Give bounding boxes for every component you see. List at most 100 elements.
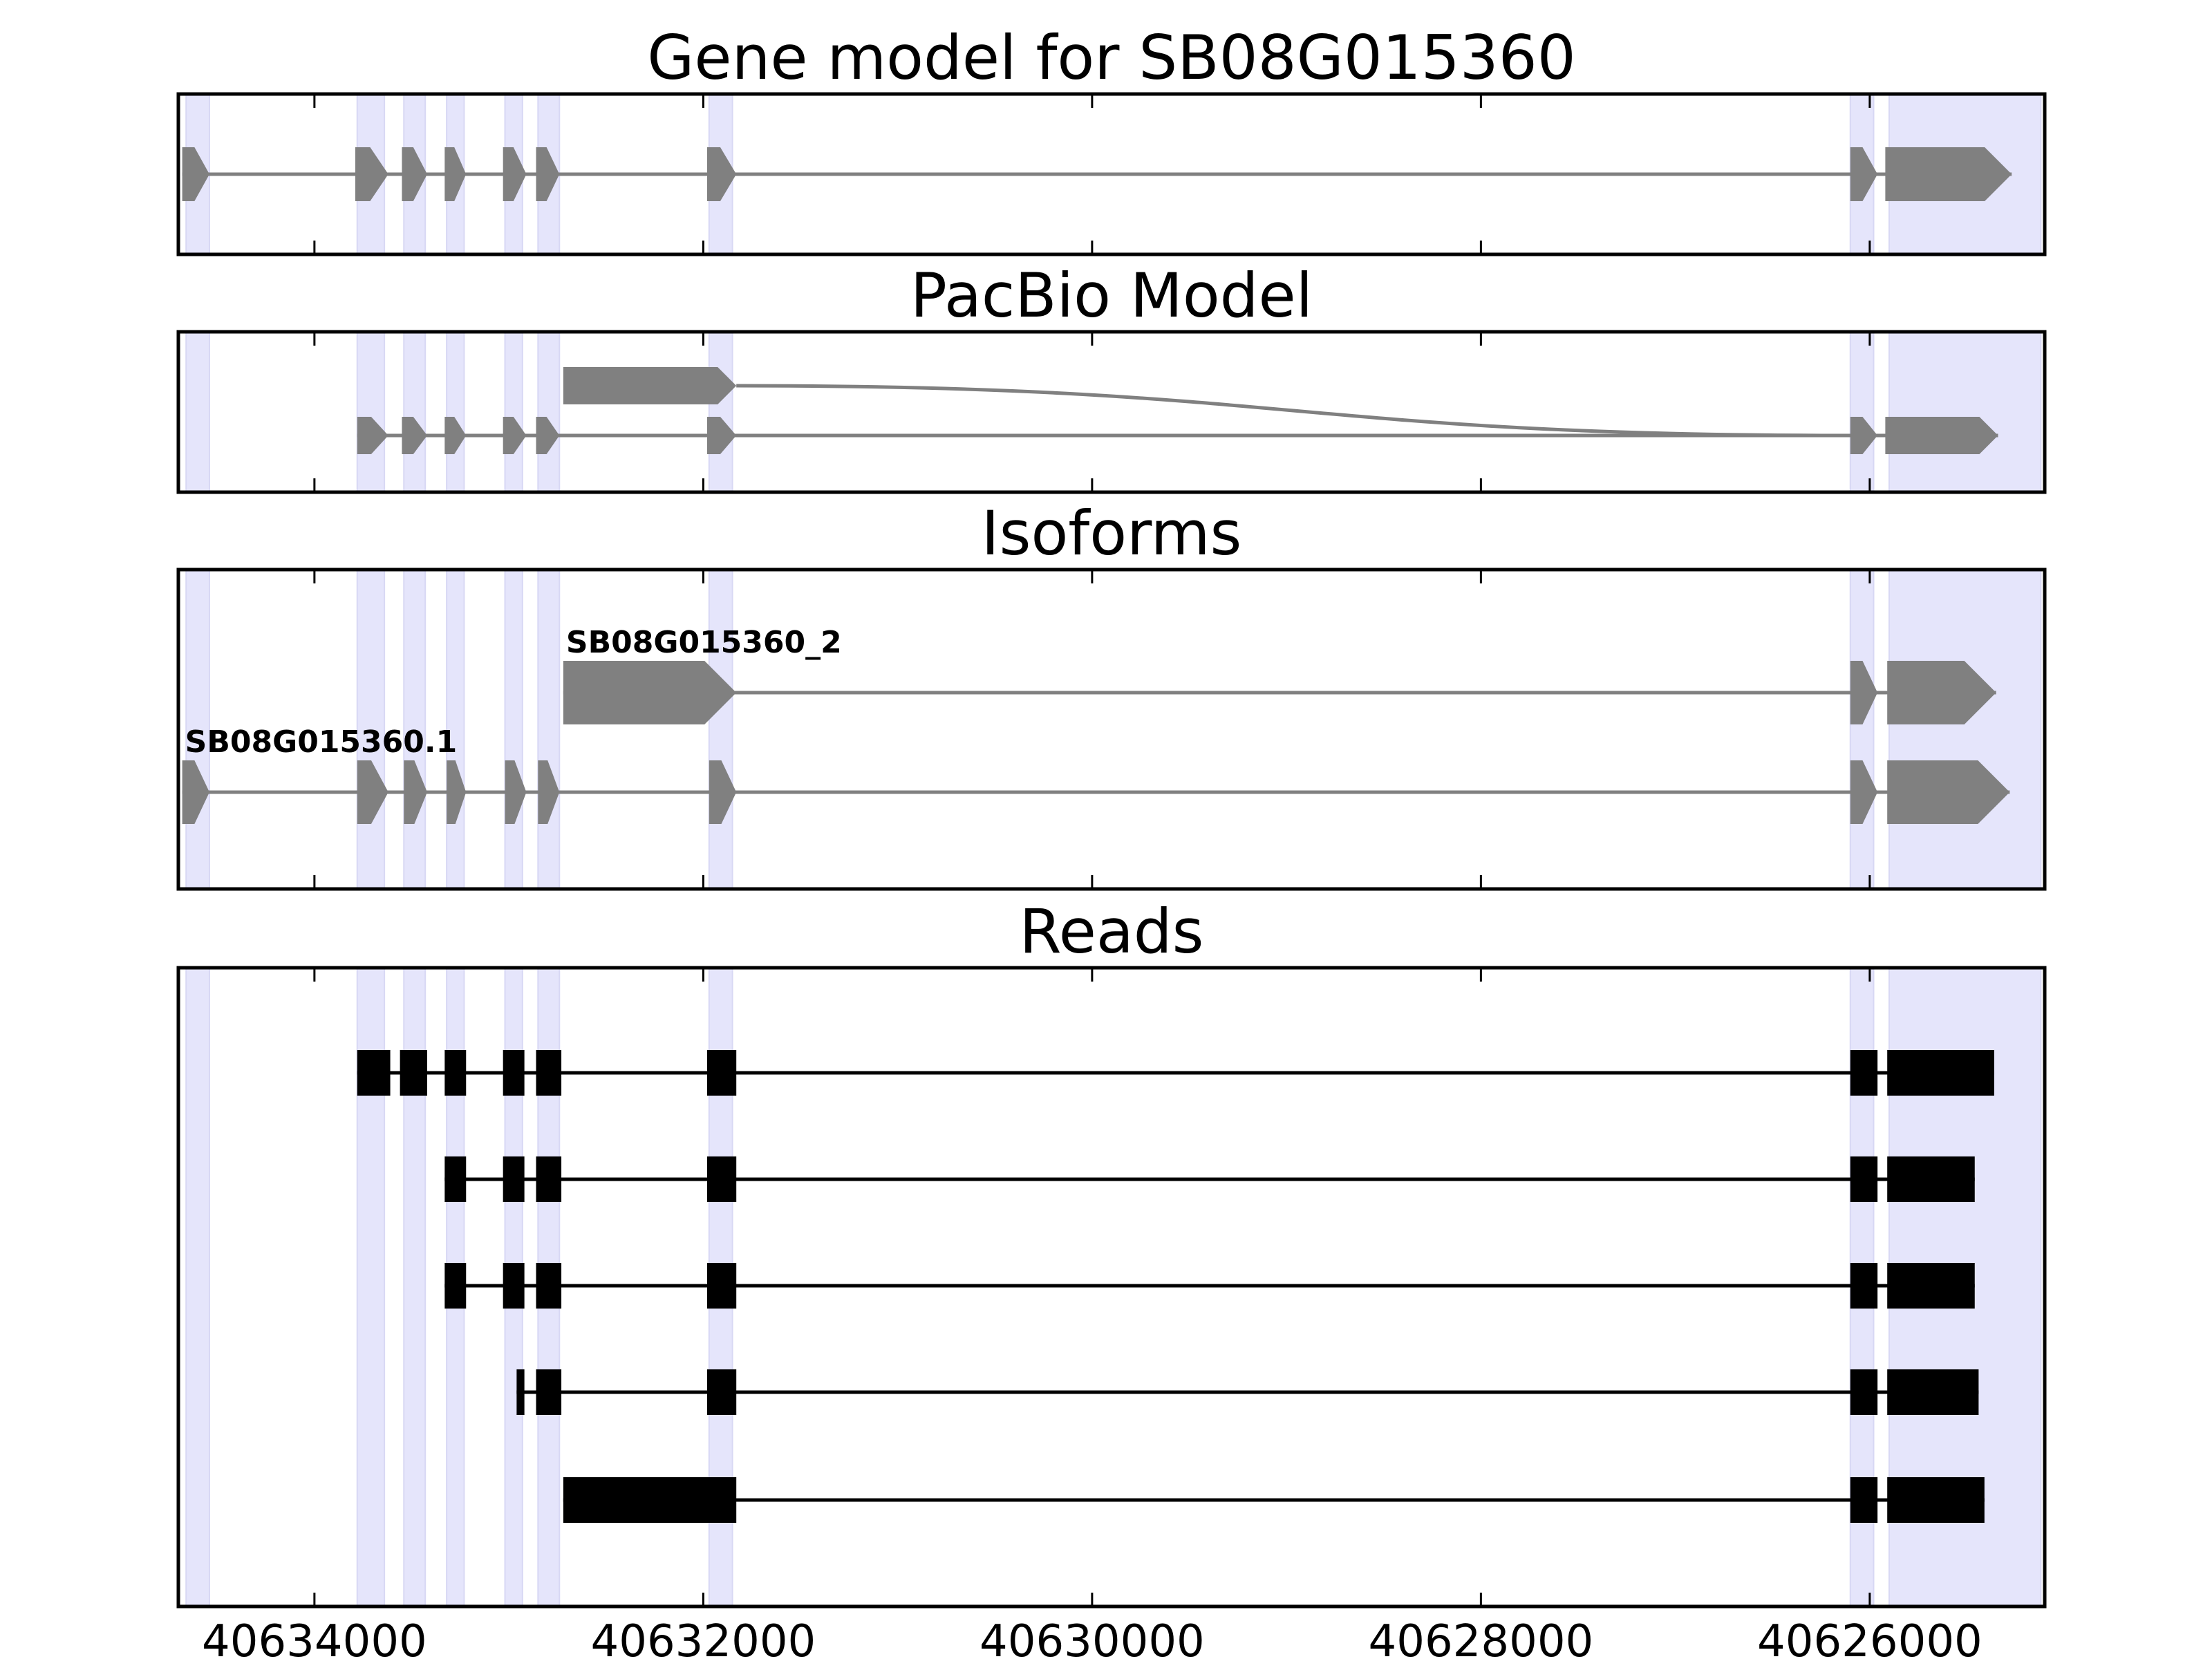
exon-block (503, 1263, 525, 1309)
exon-block (503, 417, 527, 454)
exon-block (1850, 147, 1878, 201)
exon-block (1887, 760, 2010, 824)
exon-block (357, 760, 388, 824)
read-1 (357, 1050, 1994, 1096)
isoforms-title: Isoforms (982, 498, 1242, 569)
exon-block (447, 760, 467, 824)
exon-block (536, 1156, 562, 1202)
isoform-label: SB08G015360.1 (185, 724, 458, 760)
track-1 (182, 147, 2012, 201)
highlight-region (403, 569, 427, 890)
exon-block (707, 1050, 737, 1096)
exon-block (357, 1050, 391, 1096)
highlight-region (504, 569, 523, 890)
gene-model-panel: Gene model for SB08G015360 (176, 22, 2047, 256)
splice-connector (736, 384, 1850, 438)
exon-block (444, 1263, 467, 1309)
x-tick-label: 40628000 (1369, 1616, 1594, 1659)
exon-block (563, 367, 737, 404)
exon-block (536, 147, 560, 201)
exon-block (707, 417, 737, 454)
exon-block (357, 417, 388, 454)
exon-block (444, 417, 467, 454)
exon-block (536, 1050, 562, 1096)
exon-block (503, 1156, 525, 1202)
exon-block (1887, 1369, 1979, 1415)
pacbio-model-panel: PacBio Model (176, 260, 2047, 494)
exon-block (1887, 1263, 1975, 1309)
pacbio-model-title: PacBio Model (910, 260, 1313, 331)
gene-model-frame (176, 92, 2047, 256)
exon-block (1887, 1156, 1975, 1202)
exon-block (1850, 760, 1878, 824)
highlight-region (185, 967, 210, 1607)
reads-panel: Reads (176, 896, 2047, 1609)
exon-block (1850, 1156, 1878, 1202)
highlight-region (504, 331, 523, 493)
exon-block (707, 1263, 737, 1309)
exon-block (402, 417, 427, 454)
highlight-region (1849, 331, 1875, 493)
x-tick-label: 40632000 (591, 1616, 816, 1659)
reads-frame (176, 966, 2047, 1609)
exon-block (1887, 661, 1996, 724)
exon-block (1850, 1263, 1878, 1309)
exon-block (404, 760, 427, 824)
highlight-region (537, 569, 561, 890)
highlight-region (446, 331, 465, 493)
x-tick-label: 40634000 (202, 1616, 427, 1659)
exon-block (536, 1369, 562, 1415)
reads-title: Reads (1020, 896, 1204, 967)
gene-model-title: Gene model for SB08G015360 (647, 22, 1576, 93)
track-1 (563, 367, 737, 404)
exon-block (402, 147, 427, 201)
isoform-label: SB08G015360_2 (566, 625, 842, 660)
track-2 (357, 417, 1998, 454)
x-tick-label: 40626000 (1757, 1616, 1983, 1659)
exon-block (1887, 1477, 1985, 1523)
exon-block (536, 1263, 562, 1309)
exon-block (505, 760, 527, 824)
exon-block (503, 147, 527, 201)
exon-block (503, 1050, 525, 1096)
highlight-region (356, 331, 386, 493)
highlight-region (1849, 569, 1875, 890)
exon-block (563, 1477, 737, 1523)
pacbio-model-frame (176, 330, 2047, 494)
x-tick-label: 40630000 (980, 1616, 1205, 1659)
exon-block (182, 147, 209, 201)
isoforms-frame (176, 568, 2047, 891)
exon-block (444, 147, 467, 201)
exon-block (444, 1156, 467, 1202)
highlight-region (185, 569, 210, 890)
track-2: SB08G015360.1 (182, 724, 2010, 824)
track-1: SB08G015360_2 (563, 625, 1996, 724)
exon-block (707, 1369, 737, 1415)
exon-block (709, 760, 737, 824)
isoforms-panel: Isoforms SB08G015360_2 SB08G015360.1 (176, 498, 2047, 891)
exon-block (1850, 1369, 1878, 1415)
highlight-region (185, 331, 210, 493)
exon-block (1887, 1050, 1994, 1096)
exon-block (1850, 661, 1878, 724)
exon-block (536, 417, 560, 454)
highlight-region (403, 331, 427, 493)
read-5 (563, 1477, 1985, 1523)
exon-block (1850, 1477, 1878, 1523)
highlight-region (708, 331, 733, 493)
exon-block (355, 147, 388, 201)
highlight-region (537, 331, 561, 493)
exon-block (1850, 417, 1878, 454)
exon-block (538, 760, 560, 824)
exon-block (707, 147, 737, 201)
read-3 (444, 1263, 1975, 1309)
exon-block (400, 1050, 427, 1096)
highlight-region (1888, 569, 2042, 890)
read-2 (444, 1156, 1975, 1202)
exon-block (516, 1369, 525, 1415)
exon-block (1885, 147, 2012, 201)
exon-block (707, 1156, 737, 1202)
read-4 (516, 1369, 1979, 1415)
exon-block (182, 760, 209, 824)
